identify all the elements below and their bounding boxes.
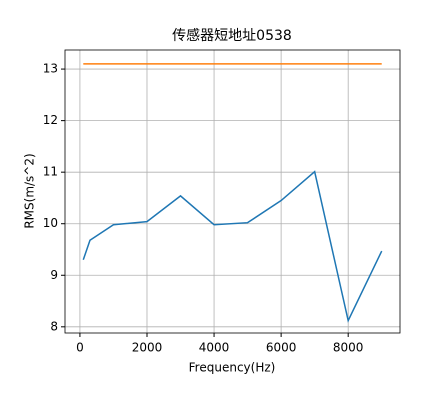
y-tick-label: 12 — [43, 113, 58, 127]
y-tick-label: 10 — [43, 216, 58, 230]
x-tick-label: 4000 — [199, 341, 230, 355]
x-tick-label: 8000 — [333, 341, 364, 355]
x-tick-label: 2000 — [132, 341, 163, 355]
y-tick-label: 8 — [50, 319, 58, 333]
data-line — [82, 170, 383, 323]
x-tick-label: 0 — [76, 341, 84, 355]
y-tick-label: 13 — [43, 62, 58, 76]
x-axis-label: Frequency(Hz) — [189, 361, 276, 375]
x-tick-label: 6000 — [266, 341, 297, 355]
plot-frame — [64, 49, 401, 334]
y-axis-label: RMS(m/s^2) — [23, 153, 37, 228]
y-tick-label: 11 — [43, 165, 58, 179]
y-tick-label: 9 — [50, 268, 58, 282]
chart-title: 传感器短地址0538 — [172, 27, 292, 44]
